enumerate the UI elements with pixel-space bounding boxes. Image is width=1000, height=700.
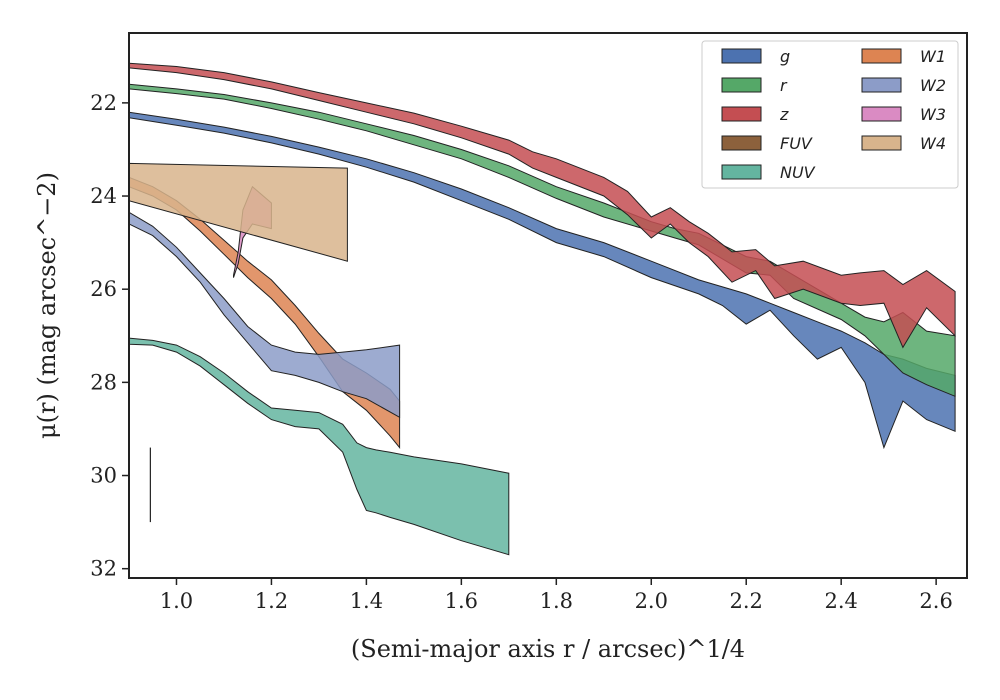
band-z <box>129 62 956 349</box>
band-w1 <box>129 176 401 450</box>
band-w2 <box>129 211 401 419</box>
legend-swatch-z <box>721 106 762 122</box>
band-g <box>129 111 956 450</box>
x-tick-label: 2.2 <box>730 589 763 613</box>
legend-swatch-g <box>721 48 762 64</box>
legend-swatch-w2 <box>861 77 902 93</box>
data-bands <box>129 62 956 556</box>
legend-label-r: r <box>780 76 788 95</box>
y-axis-label: μ(r) (mag arcsec^−2) <box>33 172 61 439</box>
x-tick-label: 2.6 <box>919 589 952 613</box>
x-tick-label: 1.2 <box>255 589 288 613</box>
band-r <box>129 83 956 398</box>
legend-label-g: g <box>780 47 790 66</box>
legend-swatch-r <box>721 77 762 93</box>
band-nuv <box>129 337 510 556</box>
x-axis-label: (Semi-major axis r / arcsec)^1/4 <box>351 635 745 663</box>
legend-label-z: z <box>779 105 789 124</box>
y-tick-label: 32 <box>90 557 117 581</box>
y-tick-label: 22 <box>90 91 117 115</box>
legend-label-w3: W3 <box>920 105 946 124</box>
y-tick-label: 30 <box>90 464 117 488</box>
legend-label-w1: W1 <box>920 47 946 66</box>
x-tick-label: 1.8 <box>540 589 573 613</box>
y-tick-label: 24 <box>90 184 117 208</box>
y-axis-label-group: μ(r) (mag arcsec^−2) <box>33 172 61 439</box>
legend-swatch-w1 <box>861 48 902 64</box>
legend: grz FUV NUV W1 W2 W3 W4 <box>701 40 959 189</box>
y-axis-ticks: 22 24 26 28 30 32 <box>90 91 129 581</box>
x-tick-label: 1.6 <box>445 589 478 613</box>
legend-swatch-nuv <box>721 164 762 180</box>
y-tick-label: 28 <box>90 370 117 394</box>
legend-swatch-w3 <box>861 106 902 122</box>
plot-frame <box>128 32 968 579</box>
legend-swatch-w4 <box>861 135 902 151</box>
x-tick-label: 2.4 <box>824 589 857 613</box>
x-tick-label: 1.4 <box>350 589 383 613</box>
x-axis-ticks: 1.0 1.2 1.4 1.6 1.8 2.0 2.2 2.4 2.6 <box>160 578 953 613</box>
legend-label-fuv: FUV <box>780 134 813 153</box>
x-tick-label: 1.0 <box>160 589 193 613</box>
legend-swatch-fuv <box>721 135 762 151</box>
x-tick-label: 2.0 <box>635 589 668 613</box>
legend-label-w2: W2 <box>920 76 946 95</box>
legend-label-nuv: NUV <box>780 163 816 182</box>
legend-label-w4: W4 <box>920 134 946 153</box>
y-tick-label: 26 <box>90 277 117 301</box>
band-w4 <box>129 162 348 262</box>
